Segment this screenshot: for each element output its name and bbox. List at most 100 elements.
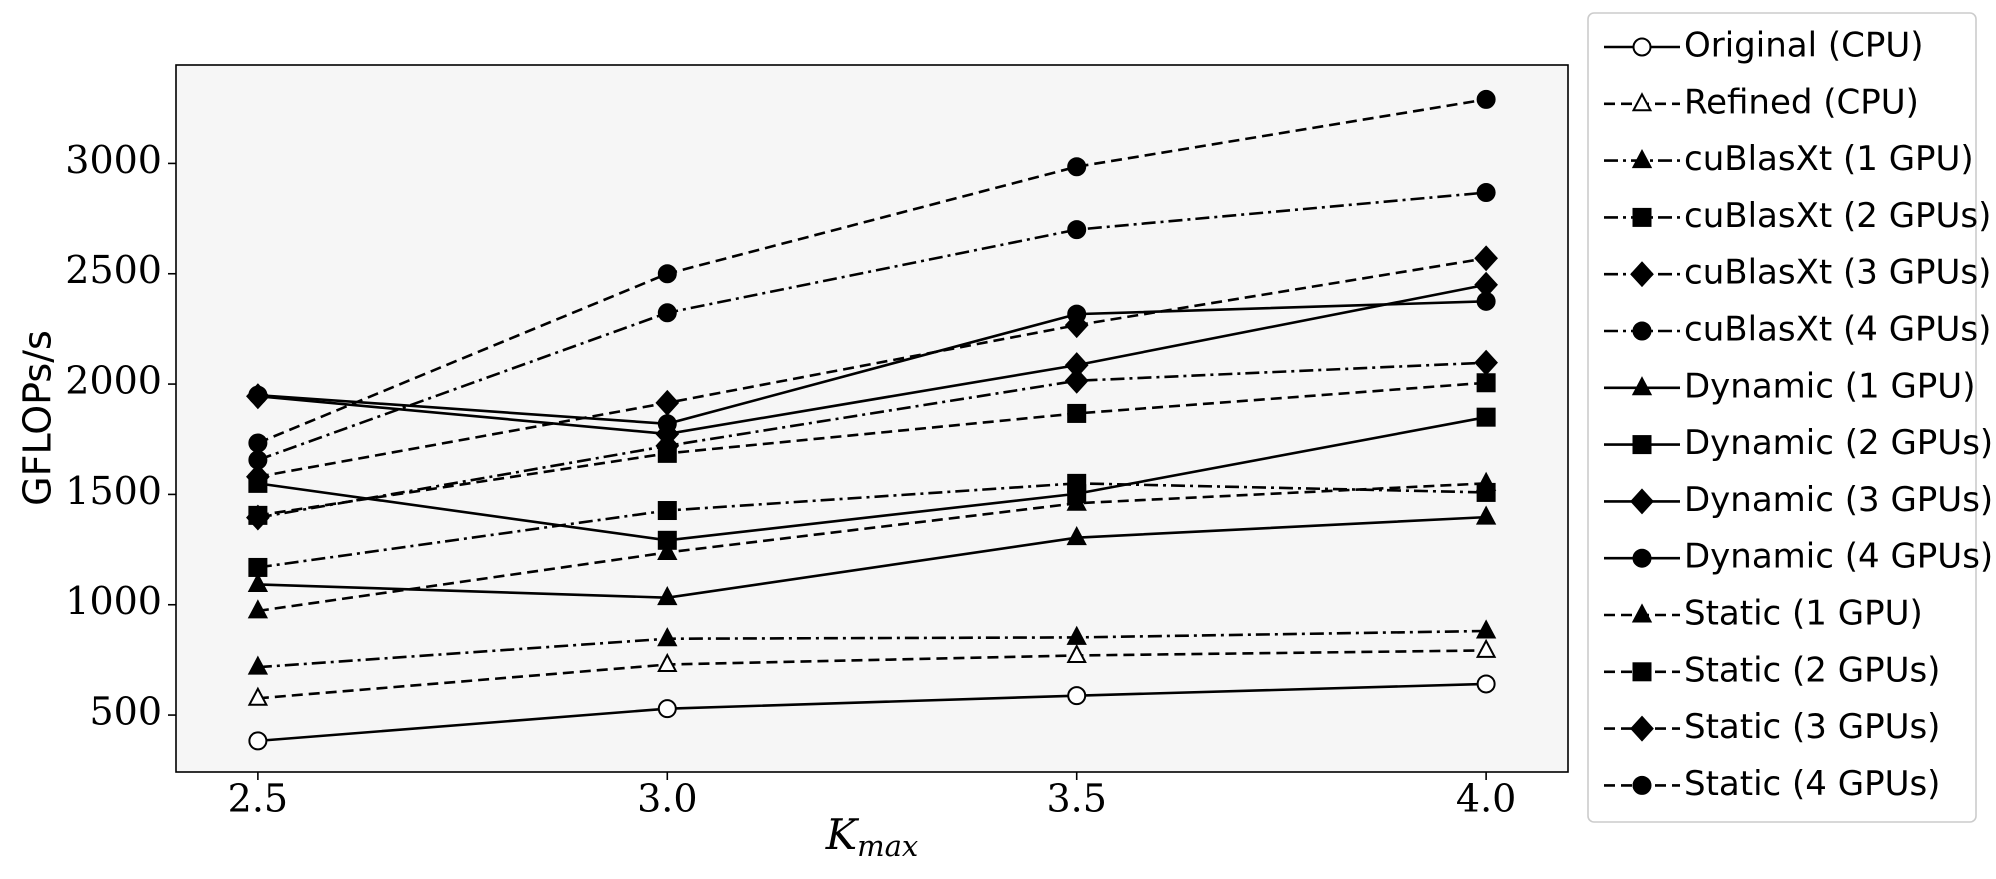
series-line xyxy=(257,415,1487,542)
legend-marker xyxy=(1630,715,1654,742)
y-tick-label: 3000 xyxy=(65,138,162,182)
data-point xyxy=(247,686,269,706)
series-line xyxy=(257,629,1487,669)
data-point xyxy=(247,572,269,592)
data-point xyxy=(1475,505,1497,525)
legend-marker xyxy=(1630,488,1654,515)
data-point xyxy=(1476,373,1496,393)
data-point xyxy=(1067,157,1087,177)
y-tick-label: 500 xyxy=(89,690,162,734)
data-point xyxy=(1067,220,1087,240)
series-line xyxy=(257,381,1487,517)
series-line xyxy=(257,98,1487,445)
legend-marker xyxy=(1632,435,1652,455)
legend-label: Dynamic (2 GPUs) xyxy=(1684,423,1993,463)
y-tick-label: 1000 xyxy=(65,579,162,623)
series-line xyxy=(257,649,1487,700)
series-line xyxy=(257,191,1487,462)
y-tick-label: 1500 xyxy=(65,469,162,513)
legend-label: Dynamic (4 GPUs) xyxy=(1684,537,1993,577)
data-point xyxy=(657,443,677,463)
data-point xyxy=(657,264,677,284)
x-tick-label: 2.5 xyxy=(228,777,288,821)
y-tick-label: 2000 xyxy=(65,359,162,403)
data-point xyxy=(657,699,677,719)
data-point xyxy=(1066,643,1087,663)
legend xyxy=(1587,12,1977,823)
data-point xyxy=(657,586,678,606)
data-point xyxy=(248,731,268,751)
x-tick-label: 3.5 xyxy=(1046,777,1106,821)
data-point xyxy=(1066,491,1087,511)
legend-marker xyxy=(1632,207,1652,227)
legend-label: Static (1 GPU) xyxy=(1684,594,1923,634)
series-line xyxy=(257,300,1487,426)
series-line xyxy=(257,257,1487,479)
data-point xyxy=(1476,291,1496,311)
x-axis-label: Kmax xyxy=(825,810,919,863)
y-tick-label: 2500 xyxy=(65,248,162,292)
legend-marker xyxy=(1631,92,1653,112)
data-point xyxy=(1067,686,1087,706)
data-point xyxy=(657,540,678,560)
data-point xyxy=(657,303,677,323)
legend-label: Refined (CPU) xyxy=(1684,82,1919,122)
series-line xyxy=(257,682,1487,743)
legend-marker xyxy=(1631,148,1653,169)
data-point xyxy=(248,385,268,405)
x-axis-label-main: K xyxy=(825,810,860,859)
series-line xyxy=(257,283,1487,436)
data-point xyxy=(1066,526,1087,546)
legend-label: cuBlasXt (2 GPUs) xyxy=(1684,196,1991,236)
data-point xyxy=(657,414,677,434)
data-point xyxy=(248,433,268,453)
legend-marker xyxy=(1632,662,1652,682)
legend-marker xyxy=(1632,37,1652,57)
legend-marker xyxy=(1630,261,1654,288)
legend-marker xyxy=(1632,321,1652,341)
data-point xyxy=(1066,625,1087,645)
legend-marker xyxy=(1631,376,1653,396)
data-point xyxy=(248,505,268,525)
data-point xyxy=(1064,352,1089,379)
series-line xyxy=(257,361,1487,519)
data-point xyxy=(657,652,678,673)
x-tick-label: 3.0 xyxy=(637,777,697,821)
legend-marker xyxy=(1631,603,1653,623)
data-point xyxy=(655,389,680,416)
data-point xyxy=(1476,674,1496,694)
legend-label: cuBlasXt (3 GPUs) xyxy=(1684,253,1991,293)
data-point xyxy=(1067,403,1087,423)
y-axis-label: GFLOPs/s xyxy=(16,330,60,506)
x-tick-label: 4.0 xyxy=(1456,777,1516,821)
data-point xyxy=(1474,245,1498,272)
data-point xyxy=(1475,638,1497,658)
legend-label: Static (2 GPUs) xyxy=(1684,650,1940,690)
legend-marker xyxy=(1632,548,1652,568)
data-point xyxy=(247,655,269,675)
legend-label: Original (CPU) xyxy=(1684,26,1924,66)
data-point xyxy=(1064,312,1089,339)
legend-label: cuBlasXt (1 GPU) xyxy=(1684,139,1974,179)
data-point xyxy=(1475,619,1497,639)
legend-label: cuBlasXt (4 GPUs) xyxy=(1684,310,1991,350)
data-point xyxy=(1476,89,1496,109)
legend-label: Dynamic (1 GPU) xyxy=(1684,366,1975,406)
x-axis-label-sub: max xyxy=(857,829,918,863)
plot-area xyxy=(175,64,1569,773)
data-point xyxy=(657,627,678,647)
legend-label: Static (3 GPUs) xyxy=(1684,707,1940,747)
data-point xyxy=(1064,367,1089,394)
series-line xyxy=(257,482,1487,569)
series-line xyxy=(257,515,1487,599)
data-point xyxy=(246,463,270,490)
legend-label: Static (4 GPUs) xyxy=(1684,764,1940,804)
data-point xyxy=(657,501,677,521)
data-point xyxy=(1476,407,1496,427)
legend-label: Dynamic (3 GPUs) xyxy=(1684,480,1993,520)
series-line xyxy=(257,482,1487,613)
legend-marker xyxy=(1632,775,1652,795)
data-point xyxy=(1476,183,1496,203)
data-point xyxy=(1475,471,1497,491)
